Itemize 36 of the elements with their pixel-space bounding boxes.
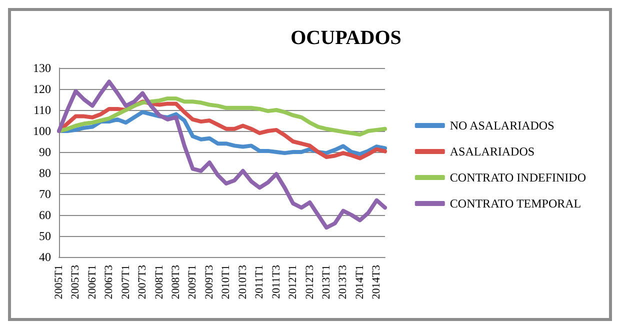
y-tick-label: 50 <box>39 229 51 243</box>
y-tick-label: 100 <box>33 124 51 138</box>
x-tick-label: 2007T1 <box>120 265 132 300</box>
y-tick-label: 120 <box>33 82 51 96</box>
x-tick-label: 2011T3 <box>270 264 282 299</box>
x-tick-label: 2014T1 <box>354 265 366 300</box>
x-tick-label: 2013T3 <box>337 264 350 300</box>
y-tick-label: 110 <box>33 103 51 117</box>
x-tick-label: 2008T1 <box>153 265 166 300</box>
x-tick-label: 2009T3 <box>203 264 216 300</box>
x-tick-label: 2010T3 <box>236 264 249 300</box>
x-tick-label: 2014T3 <box>370 264 383 300</box>
x-tick-label: 2007T3 <box>136 264 149 300</box>
x-tick-label: 2005T3 <box>70 264 82 300</box>
legend-label: NO ASALARIADOS <box>450 118 554 132</box>
x-tick-label: 2005T1 <box>53 265 65 300</box>
y-tick-label: 70 <box>39 187 51 201</box>
x-tick-label: 2011T1 <box>254 265 266 299</box>
legend-label: CONTRATO INDEFINIDO <box>450 170 586 184</box>
legend-label: CONTRATO TEMPORAL <box>450 196 582 210</box>
x-tick-label: 2009T1 <box>186 265 199 300</box>
y-tick-label: 60 <box>39 208 51 222</box>
y-tick-label: 130 <box>33 61 51 75</box>
x-tick-label: 2008T3 <box>170 264 182 300</box>
x-tick-label: 2013T1 <box>320 265 332 300</box>
x-tick-label: 2012T3 <box>304 264 316 300</box>
x-tick-label: 2010T1 <box>220 265 232 300</box>
line-series <box>57 80 387 230</box>
x-tick-label: 2012T1 <box>287 265 300 300</box>
y-tick-label: 40 <box>39 250 51 264</box>
y-tick-label: 80 <box>39 166 51 180</box>
x-tick-label: 2006T1 <box>86 265 98 300</box>
x-tick-label: 2006T3 <box>103 264 116 300</box>
y-tick-label: 90 <box>39 145 51 159</box>
legend-label: ASALARIADOS <box>450 144 535 158</box>
chart-title: OCUPADOS <box>290 27 402 49</box>
